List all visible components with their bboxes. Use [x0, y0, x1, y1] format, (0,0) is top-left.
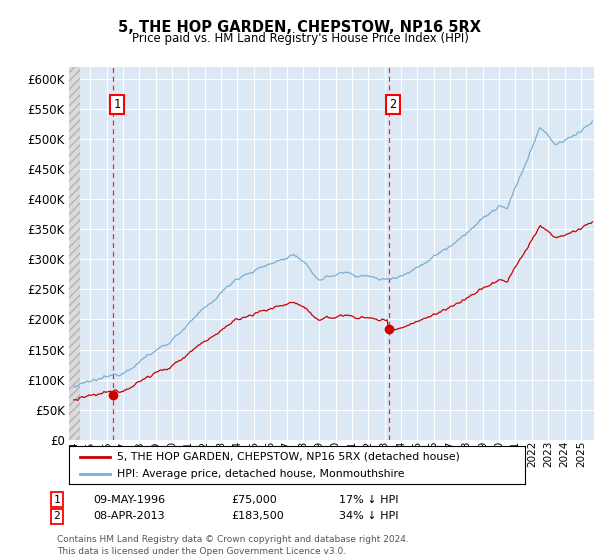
Text: 1: 1 [53, 494, 61, 505]
Text: 5, THE HOP GARDEN, CHEPSTOW, NP16 5RX (detached house): 5, THE HOP GARDEN, CHEPSTOW, NP16 5RX (d… [117, 452, 460, 462]
Text: 17% ↓ HPI: 17% ↓ HPI [339, 494, 398, 505]
Text: £183,500: £183,500 [231, 511, 284, 521]
Text: 2: 2 [389, 98, 397, 111]
Text: 1: 1 [113, 98, 121, 111]
Text: £75,000: £75,000 [231, 494, 277, 505]
Text: Price paid vs. HM Land Registry's House Price Index (HPI): Price paid vs. HM Land Registry's House … [131, 32, 469, 45]
Text: 5, THE HOP GARDEN, CHEPSTOW, NP16 5RX: 5, THE HOP GARDEN, CHEPSTOW, NP16 5RX [119, 20, 482, 35]
Text: 08-APR-2013: 08-APR-2013 [93, 511, 164, 521]
Text: Contains HM Land Registry data © Crown copyright and database right 2024.
This d: Contains HM Land Registry data © Crown c… [57, 535, 409, 556]
Bar [69, 67, 80, 440]
Text: HPI: Average price, detached house, Monmouthshire: HPI: Average price, detached house, Monm… [117, 469, 404, 479]
Text: 09-MAY-1996: 09-MAY-1996 [93, 494, 165, 505]
Text: 2: 2 [53, 511, 61, 521]
Text: 34% ↓ HPI: 34% ↓ HPI [339, 511, 398, 521]
